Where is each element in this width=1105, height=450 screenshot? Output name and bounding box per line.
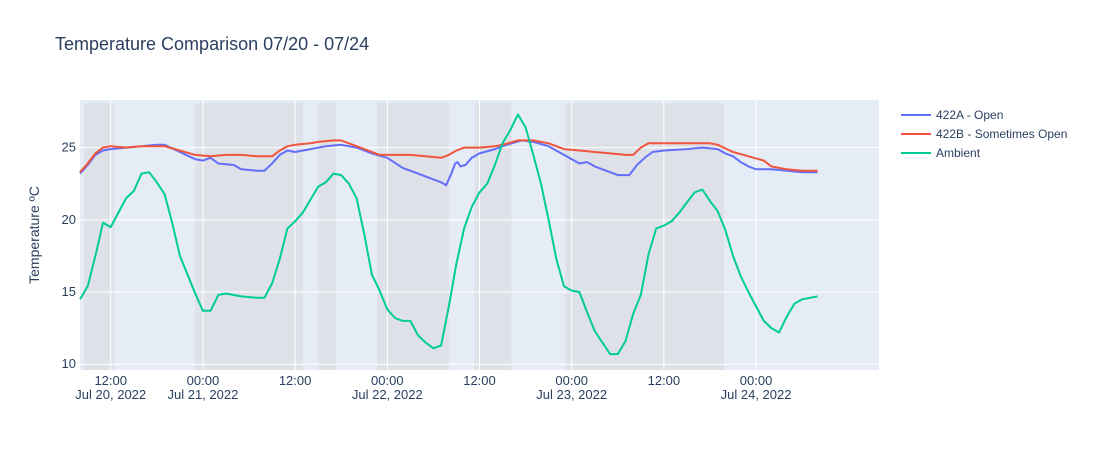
x-tick-label-2: 12:00 bbox=[279, 373, 312, 388]
chart-title: Temperature Comparison 07/20 - 07/24 bbox=[55, 34, 369, 54]
x-tick-label-3: 00:00 bbox=[371, 373, 404, 388]
legend-label-0: 422A - Open bbox=[936, 108, 1003, 122]
legend-item-0[interactable]: 422A - Open bbox=[901, 108, 1003, 122]
x-tick-date-3: Jul 22, 2022 bbox=[352, 387, 423, 402]
y-tick-label-0: 10 bbox=[62, 356, 76, 371]
shaded-period-1 bbox=[195, 103, 303, 370]
legend-item-2[interactable]: Ambient bbox=[901, 146, 981, 160]
x-tick-label-4: 12:00 bbox=[463, 373, 496, 388]
x-tick-label-6: 12:00 bbox=[648, 373, 681, 388]
y-tick-label-1: 15 bbox=[62, 284, 76, 299]
y-tick-label-3: 25 bbox=[62, 140, 76, 155]
shaded-period-2 bbox=[318, 103, 337, 370]
series-layer bbox=[79, 113, 818, 356]
shaded-period-3 bbox=[377, 103, 449, 370]
x-tick-date-5: Jul 23, 2022 bbox=[536, 387, 607, 402]
y-axis-ticks: 10 15 20 25 bbox=[62, 140, 76, 372]
x-tick-date-7: Jul 24, 2022 bbox=[721, 387, 792, 402]
x-tick-label-7: 00:00 bbox=[740, 373, 773, 388]
y-tick-label-2: 20 bbox=[62, 212, 76, 227]
series-line-2[interactable] bbox=[79, 113, 818, 356]
legend-label-1: 422B - Sometimes Open bbox=[936, 127, 1067, 141]
series-line-0[interactable] bbox=[79, 139, 818, 187]
legend[interactable]: 422A - Open 422B - Sometimes Open Ambient bbox=[901, 108, 1067, 160]
legend-item-1[interactable]: 422B - Sometimes Open bbox=[901, 127, 1067, 141]
x-tick-date-1: Jul 21, 2022 bbox=[168, 387, 239, 402]
x-tick-date-0: Jul 20, 2022 bbox=[75, 387, 146, 402]
x-tick-label-0: 12:00 bbox=[94, 373, 127, 388]
x-tick-label-1: 00:00 bbox=[187, 373, 220, 388]
series-line-1[interactable] bbox=[79, 139, 818, 173]
legend-label-2: Ambient bbox=[936, 146, 981, 160]
x-tick-label-5: 00:00 bbox=[555, 373, 588, 388]
y-axis-label: Temperature ºC bbox=[26, 186, 42, 284]
